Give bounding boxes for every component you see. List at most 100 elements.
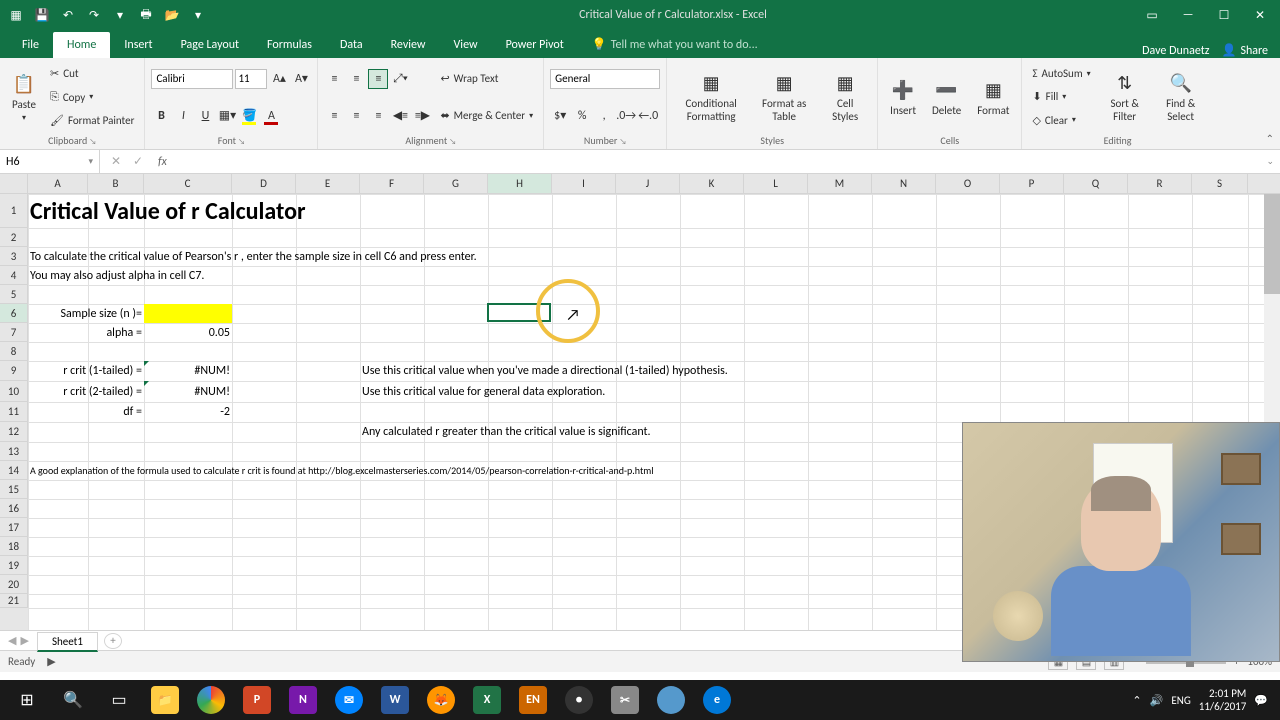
fill-color-button[interactable]: 🪣 xyxy=(239,106,259,126)
align-right-icon[interactable]: ≡ xyxy=(368,106,388,126)
user-name[interactable]: Dave Dunaetz xyxy=(1142,44,1209,58)
insert-cells-button[interactable]: ➕Insert xyxy=(884,62,922,132)
row-header-8[interactable]: 8 xyxy=(0,342,28,361)
cell-C6[interactable] xyxy=(144,304,232,323)
row-header-5[interactable]: 5 xyxy=(0,285,28,304)
bold-button[interactable]: B xyxy=(151,106,171,126)
cell-F9[interactable]: Use this critical value when you've made… xyxy=(360,361,730,381)
row-header-3[interactable]: 3 xyxy=(0,247,28,266)
copy-button[interactable]: ⎘Copy▾ xyxy=(46,89,138,105)
col-header-O[interactable]: O xyxy=(936,174,1000,193)
decrease-font-icon[interactable]: A▾ xyxy=(291,69,311,89)
formula-input[interactable] xyxy=(171,155,1261,169)
app2-button[interactable] xyxy=(648,682,694,718)
fill-button[interactable]: ⬇Fill▾ xyxy=(1028,89,1094,104)
share-button[interactable]: 👤Share xyxy=(1221,43,1268,58)
underline-button[interactable]: U xyxy=(195,106,215,126)
scroll-thumb[interactable] xyxy=(1264,194,1280,294)
redo-icon[interactable]: ↷ xyxy=(86,7,102,23)
number-format-select[interactable] xyxy=(550,69,660,89)
col-header-H[interactable]: H xyxy=(488,174,552,193)
cell-A1[interactable]: Critical Value of r Calculator xyxy=(28,194,308,228)
col-header-C[interactable]: C xyxy=(144,174,232,193)
merge-center-button[interactable]: ⬌Merge & Center▾ xyxy=(436,108,537,123)
accept-formula-icon[interactable]: ✓ xyxy=(130,154,146,170)
row-header-19[interactable]: 19 xyxy=(0,556,28,575)
tray-lang[interactable]: ENG xyxy=(1171,694,1190,707)
autosum-button[interactable]: ΣAutoSum▾ xyxy=(1028,66,1094,81)
record-button[interactable]: ● xyxy=(556,682,602,718)
print-icon[interactable]: 🖶 xyxy=(138,7,154,23)
row-header-9[interactable]: 9 xyxy=(0,361,28,381)
clear-button[interactable]: ◇Clear▾ xyxy=(1028,113,1094,128)
row-header-7[interactable]: 7 xyxy=(0,323,28,342)
save-icon[interactable]: 💾 xyxy=(34,7,50,23)
tab-home[interactable]: Home xyxy=(53,32,110,58)
align-middle-icon[interactable]: ≡ xyxy=(346,69,366,89)
row-header-2[interactable]: 2 xyxy=(0,228,28,247)
word-button[interactable]: W xyxy=(372,682,418,718)
tab-review[interactable]: Review xyxy=(377,32,440,58)
col-header-F[interactable]: F xyxy=(360,174,424,193)
sheet-prev-icon[interactable]: ◀ xyxy=(8,634,16,647)
align-bottom-icon[interactable]: ≡ xyxy=(368,69,388,89)
firefox-button[interactable]: 🦊 xyxy=(418,682,464,718)
font-name-select[interactable] xyxy=(151,69,233,89)
format-table-button[interactable]: ▦Format as Table xyxy=(753,62,815,132)
search-button[interactable]: 🔍 xyxy=(50,682,96,718)
col-header-E[interactable]: E xyxy=(296,174,360,193)
cell-A14[interactable]: A good explanation of the formula used t… xyxy=(28,461,656,480)
increase-indent-icon[interactable]: ≡▶ xyxy=(412,106,432,126)
collapse-ribbon-icon[interactable]: ⌃ xyxy=(1266,132,1274,145)
powerpoint-button[interactable]: P xyxy=(234,682,280,718)
row-header-21[interactable]: 21 xyxy=(0,594,28,608)
taskbar-clock[interactable]: 2:01 PM 11/6/2017 xyxy=(1199,687,1247,713)
wrap-text-button[interactable]: ↩Wrap Text xyxy=(436,71,537,86)
cell-F10[interactable]: Use this critical value for general data… xyxy=(360,381,607,402)
cell-label-row6[interactable]: Sample size (n )= xyxy=(28,304,144,323)
cell-C7[interactable]: 0.05 xyxy=(144,323,232,342)
orientation-icon[interactable]: ⤢▾ xyxy=(390,69,410,89)
italic-button[interactable]: I xyxy=(173,106,193,126)
tab-power-pivot[interactable]: Power Pivot xyxy=(492,32,578,58)
font-size-select[interactable] xyxy=(235,69,267,89)
row-header-4[interactable]: 4 xyxy=(0,266,28,285)
row-header-14[interactable]: 14 xyxy=(0,461,28,480)
decrease-decimal-icon[interactable]: ←.0 xyxy=(638,106,658,126)
delete-cells-button[interactable]: ➖Delete xyxy=(926,62,967,132)
cut-button[interactable]: ✂Cut xyxy=(46,66,138,81)
tray-chevron-icon[interactable]: ⌃ xyxy=(1132,694,1141,707)
cell-F12[interactable]: Any calculated r greater than the critic… xyxy=(360,422,653,442)
notifications-icon[interactable]: 💬 xyxy=(1254,694,1268,707)
row-header-17[interactable]: 17 xyxy=(0,518,28,537)
tell-me-search[interactable]: 💡Tell me what you want to do... xyxy=(578,31,1142,58)
row-header-16[interactable]: 16 xyxy=(0,499,28,518)
find-select-button[interactable]: 🔍Find & Select xyxy=(1155,62,1207,132)
sheet-tab-1[interactable]: Sheet1 xyxy=(37,632,98,652)
row-header-11[interactable]: 11 xyxy=(0,402,28,422)
snip-button[interactable]: ✂ xyxy=(602,682,648,718)
font-color-button[interactable]: A xyxy=(261,106,281,126)
cancel-formula-icon[interactable]: ✕ xyxy=(108,154,124,170)
select-all-button[interactable] xyxy=(0,174,28,193)
dialog-launcher-icon[interactable]: ↘ xyxy=(449,137,456,147)
minimize-icon[interactable]: — xyxy=(1176,5,1200,25)
tab-file[interactable]: File xyxy=(8,32,53,58)
col-header-B[interactable]: B xyxy=(88,174,144,193)
cell-label-row9[interactable]: r crit (1-tailed) = xyxy=(28,361,144,381)
tab-insert[interactable]: Insert xyxy=(110,32,166,58)
currency-icon[interactable]: $▾ xyxy=(550,106,570,126)
col-header-Q[interactable]: Q xyxy=(1064,174,1128,193)
col-header-M[interactable]: M xyxy=(808,174,872,193)
chrome-button[interactable] xyxy=(188,682,234,718)
dialog-launcher-icon[interactable]: ↘ xyxy=(89,137,96,147)
cell-styles-button[interactable]: ▦Cell Styles xyxy=(819,62,871,132)
format-cells-button[interactable]: ▦Format xyxy=(971,62,1015,132)
onenote-button[interactable]: N xyxy=(280,682,326,718)
open-icon[interactable]: 📂 xyxy=(164,7,180,23)
align-top-icon[interactable]: ≡ xyxy=(324,69,344,89)
col-header-J[interactable]: J xyxy=(616,174,680,193)
format-painter-button[interactable]: 🖌Format Painter xyxy=(46,113,138,128)
increase-font-icon[interactable]: A▴ xyxy=(269,69,289,89)
app-button[interactable]: EN xyxy=(510,682,556,718)
